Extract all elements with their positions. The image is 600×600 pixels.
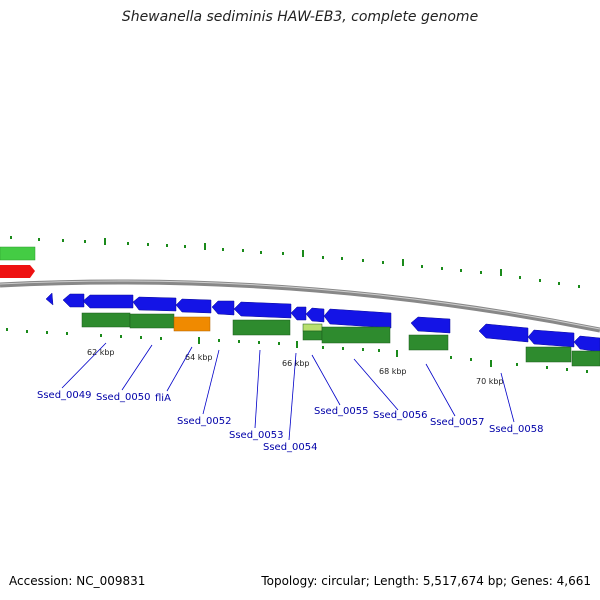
gene-partial-red[interactable] <box>0 265 35 278</box>
gene-r7[interactable] <box>408 334 449 351</box>
genome-summary: Topology: circular; Length: 5,517,674 bp… <box>261 574 591 588</box>
gene-label-ssed-0054[interactable]: Ssed_0054 <box>263 442 318 453</box>
gene-f6[interactable] <box>211 300 235 316</box>
genes-value: 4,661 <box>556 574 591 588</box>
kbp-label: 62 kbp <box>87 348 115 357</box>
gene-f1[interactable] <box>45 292 54 306</box>
gene-f11[interactable] <box>410 316 451 334</box>
gene-partial-light[interactable] <box>0 246 36 261</box>
gene-label-ssed-0057[interactable]: Ssed_0057 <box>430 417 485 428</box>
accession-info: Accession: NC_009831 <box>9 574 145 588</box>
accession-label: Accession: <box>9 574 73 588</box>
kbp-label: 64 kbp <box>185 353 213 362</box>
gene-f8[interactable] <box>290 306 307 321</box>
kbp-labels: 62 kbp 64 kbp 66 kbp 68 kbp 70 kbp <box>87 348 504 386</box>
kbp-label: 66 kbp <box>282 359 310 368</box>
gene-f4[interactable] <box>132 296 177 312</box>
gene-labels: Ssed_0049 Ssed_0050 fliA Ssed_0052 Ssed_… <box>37 390 544 453</box>
topology-value: circular <box>321 574 366 588</box>
kbp-label: 68 kbp <box>379 367 407 376</box>
gene-r9[interactable] <box>571 350 600 367</box>
gene-label-ssed-0058[interactable]: Ssed_0058 <box>489 424 544 435</box>
topology-label: Topology: <box>261 574 318 588</box>
gene-f3[interactable] <box>82 294 134 309</box>
length-label: Length: <box>373 574 420 588</box>
gene-label-ssed-0050[interactable]: Ssed_0050 <box>96 392 151 403</box>
gene-f2[interactable] <box>62 293 85 308</box>
gene-r4[interactable] <box>232 319 291 336</box>
reverse-genes <box>81 312 600 367</box>
gene-r5[interactable] <box>302 330 323 341</box>
outer-tick-ring <box>10 236 580 288</box>
gene-label-flia[interactable]: fliA <box>155 393 171 404</box>
accession-value: NC_009831 <box>76 574 146 588</box>
inner-tick-ring <box>6 328 588 373</box>
gene-label-ssed-0049[interactable]: Ssed_0049 <box>37 390 92 401</box>
gene-fliA[interactable] <box>173 316 211 332</box>
gene-label-ssed-0052[interactable]: Ssed_0052 <box>177 416 232 427</box>
kbp-label: 70 kbp <box>476 377 504 386</box>
gene-f12[interactable] <box>478 323 529 343</box>
gene-label-ssed-0055[interactable]: Ssed_0055 <box>314 406 369 417</box>
gene-r5-light[interactable] <box>302 323 323 332</box>
gene-r2[interactable] <box>129 313 175 329</box>
gene-r6[interactable] <box>321 326 391 344</box>
length-value: 5,517,674 bp <box>422 574 503 588</box>
gene-label-ssed-0056[interactable]: Ssed_0056 <box>373 410 428 421</box>
genome-backbone <box>0 279 600 333</box>
gene-r8[interactable] <box>525 346 572 363</box>
gene-f13[interactable] <box>527 329 575 348</box>
leader-lines <box>61 342 515 441</box>
gene-r1[interactable] <box>81 312 131 328</box>
partial-genes-left <box>0 246 36 278</box>
gene-label-ssed-0053[interactable]: Ssed_0053 <box>229 430 284 441</box>
gene-f10[interactable] <box>323 308 392 329</box>
forward-genes <box>45 292 600 353</box>
genome-backbone-highlight <box>0 280 600 330</box>
gene-f5[interactable] <box>175 298 212 314</box>
map-title: Shewanella sediminis HAW-EB3, complete g… <box>121 9 479 25</box>
genes-label: Genes: <box>510 574 553 588</box>
gene-f9[interactable] <box>305 307 325 323</box>
gene-f14[interactable] <box>573 335 600 353</box>
gene-f7[interactable] <box>233 301 292 319</box>
